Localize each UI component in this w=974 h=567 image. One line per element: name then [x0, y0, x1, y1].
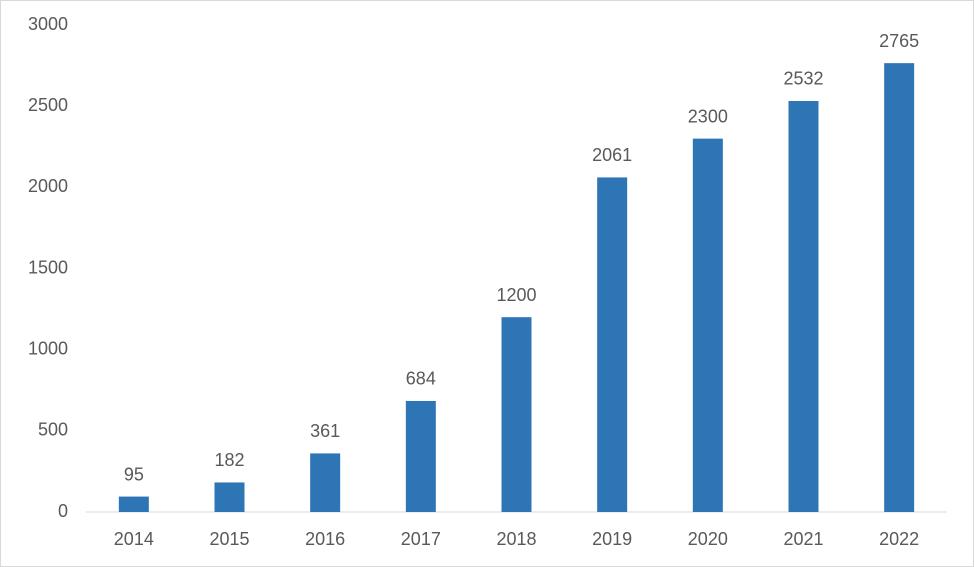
y-tick-label: 3000 [28, 14, 68, 34]
x-tick-label: 2022 [879, 529, 919, 549]
bar [788, 100, 819, 513]
x-tick-label: 2021 [783, 529, 823, 549]
x-tick-label: 2015 [209, 529, 249, 549]
x-tick-label: 2019 [592, 529, 632, 549]
y-tick-label: 1500 [28, 257, 68, 277]
y-tick-label: 500 [38, 420, 68, 440]
y-tick-label: 2000 [28, 176, 68, 196]
data-label: 2061 [592, 145, 632, 165]
y-tick-label: 2500 [28, 95, 68, 115]
bar [692, 138, 723, 512]
data-label: 684 [406, 369, 436, 389]
y-tick-label: 0 [58, 501, 68, 521]
x-tick-label: 2016 [305, 529, 345, 549]
data-label: 95 [124, 464, 144, 484]
data-label: 2532 [783, 69, 823, 89]
bar [310, 453, 341, 512]
data-label: 361 [310, 421, 340, 441]
x-tick-label: 2017 [401, 529, 441, 549]
bar [597, 177, 628, 512]
bar [405, 400, 436, 512]
y-tick-label: 1000 [28, 338, 68, 358]
bar [118, 496, 149, 512]
data-label: 2300 [688, 106, 728, 126]
bar [214, 482, 245, 512]
data-label: 2765 [879, 31, 919, 51]
data-label: 1200 [496, 285, 536, 305]
bar [884, 63, 915, 512]
x-tick-label: 2014 [114, 529, 154, 549]
data-label: 182 [214, 450, 244, 470]
bar [501, 317, 532, 512]
x-tick-label: 2020 [688, 529, 728, 549]
x-tick-label: 2018 [496, 529, 536, 549]
